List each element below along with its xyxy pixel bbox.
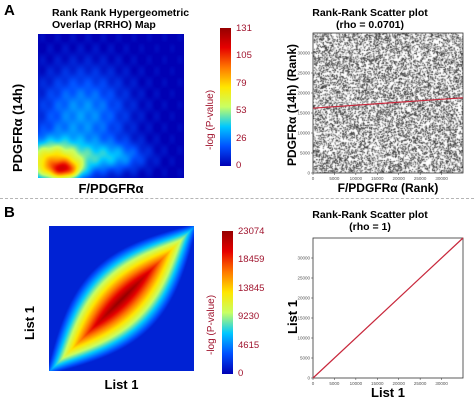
scatter-a-title: Rank-Rank Scatter plot (rho = 0.0701) bbox=[300, 7, 440, 31]
x-tick-label: 0 bbox=[312, 381, 315, 386]
y-tick-label: 20000 bbox=[297, 91, 310, 96]
x-tick-label: 15000 bbox=[371, 176, 384, 181]
x-tick-label: 0 bbox=[312, 176, 315, 181]
colorbar-a-tick: 0 bbox=[236, 160, 242, 171]
scatter-a-axes: 0 5000 10000 15000 20000 25000 30000 0 5000 10000… bbox=[297, 32, 464, 181]
heatmap-a-title: Rank Rank Hypergeometric Overlap (RRHO) … bbox=[52, 7, 189, 31]
x-tick-label: 15000 bbox=[371, 381, 384, 386]
heatmap-a-title-line1: Rank Rank Hypergeometric bbox=[52, 7, 190, 19]
x-tick-label: 20000 bbox=[392, 176, 405, 181]
heatmap-b-ylabel: List 1 bbox=[22, 306, 37, 340]
colorbar-b-ticks: 23074 18459 13845 9230 4615 0 bbox=[238, 226, 278, 379]
y-tick-label: 5000 bbox=[300, 356, 311, 361]
scatter-b-xlabel: List 1 bbox=[371, 385, 405, 400]
x-tick-label: 25000 bbox=[414, 381, 427, 386]
panel-letter-a: A bbox=[4, 2, 15, 19]
colorbar-b-tick: 9230 bbox=[238, 311, 260, 322]
colorbar-b-tick: 4615 bbox=[238, 340, 260, 351]
scatter-b-subtitle: (rho = 1) bbox=[349, 221, 391, 233]
colorbar-b-tick: 0 bbox=[238, 368, 244, 379]
x-tick-label: 30000 bbox=[435, 176, 448, 181]
y-tick-label: 30000 bbox=[297, 51, 310, 56]
y-tick-label: 0 bbox=[307, 171, 310, 176]
x-tick-label: 30000 bbox=[435, 381, 448, 386]
heatmap-b bbox=[49, 226, 194, 371]
plot-frame bbox=[312, 32, 464, 174]
x-tick-label: 20000 bbox=[392, 381, 405, 386]
heatmap-a bbox=[38, 34, 184, 178]
colorbar-b bbox=[222, 231, 233, 374]
x-tick-label: 5000 bbox=[329, 381, 340, 386]
colorbar-a-tick: 105 bbox=[236, 50, 252, 61]
panel-divider bbox=[0, 198, 474, 199]
y-tick-label: 15000 bbox=[297, 316, 310, 321]
scatter-b-axes: 0 5000 10000 15000 20000 25000 30000 0 5000 10000… bbox=[297, 237, 464, 386]
fit-line bbox=[312, 237, 464, 379]
colorbar-a-ticks: 131 105 79 53 26 0 bbox=[236, 23, 266, 171]
colorbar-b-label: -log (P-value) bbox=[206, 294, 217, 355]
y-tick-label: 0 bbox=[307, 376, 310, 381]
scatter-b-title: Rank-Rank Scatter plot (rho = 1) bbox=[300, 209, 440, 233]
colorbar-a-tick: 53 bbox=[236, 105, 247, 116]
scatter-a-title-line1: Rank-Rank Scatter plot bbox=[312, 7, 428, 19]
colorbar-a-tick: 79 bbox=[236, 78, 247, 89]
y-tick-label: 15000 bbox=[297, 111, 310, 116]
heatmap-a-title-line2: Overlap (RRHO) Map bbox=[52, 19, 156, 31]
scatter-b-title-line1: Rank-Rank Scatter plot bbox=[312, 209, 428, 221]
colorbar-a-tick: 26 bbox=[236, 133, 247, 144]
scatter-a-subtitle: (rho = 0.0701) bbox=[336, 19, 404, 31]
colorbar-b-tick: 18459 bbox=[238, 254, 265, 265]
scatter-b-ylabel: List 1 bbox=[285, 300, 300, 334]
y-tick-label: 30000 bbox=[297, 256, 310, 261]
y-tick-label: 10000 bbox=[297, 336, 310, 341]
heatmap-a-ylabel: PDGFRα (14h) bbox=[10, 83, 25, 172]
colorbar-a-label: -log (P-value) bbox=[205, 89, 216, 150]
y-tick-label: 10000 bbox=[297, 131, 310, 136]
scatter-a-xlabel: F/PDGFRα (Rank) bbox=[337, 181, 439, 195]
fit-line bbox=[312, 97, 464, 109]
plot-frame bbox=[312, 237, 464, 379]
y-tick-label: 5000 bbox=[300, 151, 311, 156]
x-tick-label: 25000 bbox=[414, 176, 427, 181]
heatmap-a-xlabel: F/PDGFRα bbox=[78, 181, 144, 196]
y-tick-label: 20000 bbox=[297, 296, 310, 301]
scatter-a-ylabel: PDGFRα (14h) (Rank) bbox=[285, 43, 299, 166]
x-tick-label: 10000 bbox=[350, 381, 363, 386]
colorbar-b-tick: 13845 bbox=[238, 283, 265, 294]
y-tick-label: 25000 bbox=[297, 71, 310, 76]
colorbar-b-tick: 23074 bbox=[238, 226, 265, 237]
colorbar-a bbox=[220, 28, 231, 166]
colorbar-a-tick: 131 bbox=[236, 23, 252, 34]
y-tick-label: 25000 bbox=[297, 276, 310, 281]
panel-letter-b: B bbox=[4, 204, 15, 221]
heatmap-b-xlabel: List 1 bbox=[104, 377, 139, 392]
x-tick-label: 5000 bbox=[329, 176, 340, 181]
x-tick-label: 10000 bbox=[350, 176, 363, 181]
